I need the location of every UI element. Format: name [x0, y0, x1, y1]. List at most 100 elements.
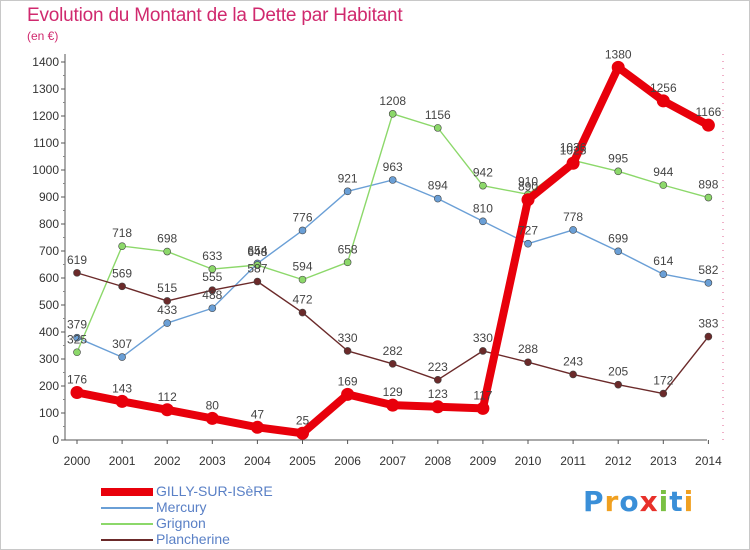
- data-label: 80: [206, 398, 220, 412]
- data-point: [115, 394, 129, 408]
- data-label: 112: [158, 390, 177, 404]
- data-point: [659, 181, 668, 189]
- logo-letter: P: [583, 485, 605, 518]
- y-tick-label: 1400: [32, 55, 59, 69]
- data-point: [388, 360, 397, 368]
- logo-letter: t: [669, 485, 684, 518]
- data-point: [73, 269, 81, 277]
- x-tick-label: 2004: [244, 454, 271, 468]
- data-point: [433, 194, 442, 203]
- data-label: 587: [247, 262, 267, 276]
- data-point: [73, 348, 81, 357]
- y-tick-label: 700: [39, 244, 59, 258]
- data-point: [431, 400, 445, 414]
- data-point: [704, 193, 713, 202]
- data-label: 325: [67, 332, 87, 346]
- data-label: 648: [247, 245, 267, 259]
- data-label: 1256: [650, 81, 677, 95]
- data-label: 727: [518, 224, 538, 238]
- logo-letter: o: [619, 485, 640, 518]
- legend-swatch: [101, 523, 153, 525]
- data-point: [163, 319, 171, 327]
- data-label: 1380: [605, 47, 632, 61]
- y-tick-label: 200: [39, 379, 59, 393]
- data-label: 654: [247, 243, 267, 257]
- legend-swatch: [101, 488, 153, 496]
- data-label: 699: [608, 231, 628, 245]
- logo-letter: r: [604, 485, 620, 518]
- x-tick-label: 2014: [695, 454, 722, 468]
- data-label: 633: [202, 249, 222, 263]
- data-label: 910: [518, 174, 538, 188]
- x-tick-label: 2010: [515, 454, 542, 468]
- data-point: [524, 239, 532, 248]
- data-point: [388, 176, 397, 184]
- data-label: 47: [251, 407, 265, 421]
- data-point: [611, 60, 625, 74]
- y-tick-label: 500: [39, 298, 59, 312]
- data-point: [163, 297, 171, 305]
- data-label: 776: [292, 210, 312, 224]
- data-point: [476, 401, 490, 415]
- data-label: 1208: [379, 94, 406, 108]
- data-point: [479, 181, 487, 190]
- data-label: 1166: [695, 105, 721, 119]
- data-label: 555: [202, 270, 222, 284]
- y-tick-label: 1100: [33, 136, 59, 150]
- data-label: 383: [698, 317, 718, 331]
- data-point: [343, 187, 352, 196]
- data-label: 330: [473, 331, 493, 345]
- data-point: [73, 333, 81, 342]
- data-point: [479, 347, 487, 355]
- data-label: 619: [67, 253, 87, 267]
- data-point: [479, 217, 487, 226]
- data-label: 698: [157, 232, 177, 246]
- data-label: 582: [698, 263, 718, 277]
- data-label: 117: [473, 388, 492, 402]
- data-point: [701, 118, 715, 132]
- data-label: 330: [338, 331, 358, 345]
- data-point: [160, 403, 174, 417]
- x-tick-label: 2012: [605, 454, 632, 468]
- data-label: 176: [67, 372, 87, 386]
- y-tick-label: 400: [39, 325, 59, 339]
- data-label: 123: [428, 387, 448, 401]
- legend-swatch: [101, 539, 153, 541]
- x-tick-label: 2013: [650, 454, 677, 468]
- y-tick-label: 1300: [32, 82, 59, 96]
- data-label: 658: [338, 242, 358, 256]
- data-point: [163, 247, 171, 256]
- data-point: [569, 370, 577, 379]
- data-point: [433, 375, 442, 384]
- data-label: 890: [518, 180, 538, 194]
- y-tick-label: 300: [39, 352, 59, 366]
- data-label: 379: [67, 318, 87, 332]
- data-label: 169: [338, 374, 358, 388]
- y-tick-label: 1200: [32, 109, 59, 123]
- data-point: [205, 411, 219, 425]
- data-point: [296, 426, 309, 440]
- data-point: [341, 387, 355, 401]
- proxiti-logo: Proxiti: [583, 485, 694, 518]
- data-label: 472: [292, 293, 312, 307]
- series-line-mercury: [76, 179, 710, 358]
- data-point: [250, 420, 264, 434]
- data-point: [343, 258, 352, 267]
- x-tick-label: 2005: [289, 454, 316, 468]
- data-point: [704, 332, 713, 341]
- data-point: [433, 124, 442, 132]
- data-label: 898: [698, 178, 718, 192]
- data-point: [118, 282, 126, 291]
- data-point: [118, 353, 126, 361]
- legend-label: Grignon: [156, 515, 206, 531]
- data-point: [208, 286, 217, 294]
- x-tick-label: 2000: [64, 454, 91, 468]
- x-tick-label: 2011: [560, 454, 586, 468]
- x-tick-label: 2002: [154, 454, 181, 468]
- chart-title: Evolution du Montant de la Dette par Hab…: [27, 5, 403, 26]
- data-point: [566, 156, 580, 170]
- data-label: 1036: [560, 140, 587, 154]
- x-tick-label: 2003: [199, 454, 226, 468]
- x-tick-label: 2008: [424, 454, 451, 468]
- data-point: [704, 279, 713, 287]
